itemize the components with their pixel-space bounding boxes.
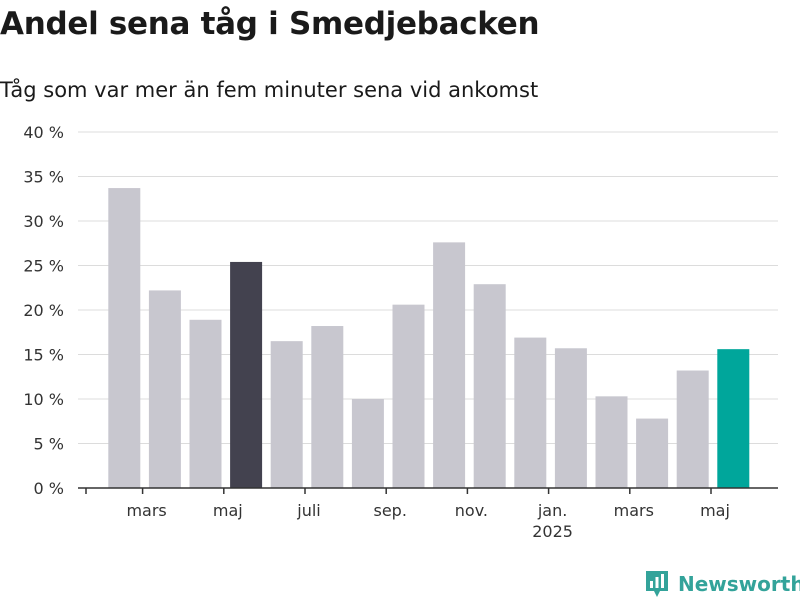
bar-chart: 0 % 5 % 10 % 15 % 20 % 25 % 30 % 35 % 40 % mars ma…: [23, 123, 778, 541]
bar: [595, 396, 628, 488]
x-tick-label: mars: [614, 501, 654, 520]
brand-logo: Newsworthy: [644, 568, 800, 600]
x-tick-label: sep.: [373, 501, 406, 520]
x-tick-label: juli: [296, 501, 320, 520]
y-tick-label: 20 %: [23, 301, 64, 320]
bar: [108, 188, 141, 488]
bar: [433, 242, 466, 488]
y-tick-label: 25 %: [23, 257, 64, 276]
y-tick-label: 40 %: [23, 123, 64, 142]
bar: [311, 326, 344, 488]
bar: [717, 349, 750, 488]
x-tick-label: mars: [126, 501, 166, 520]
x-tick-label: maj: [700, 501, 730, 520]
x-tick-label: jan.: [537, 501, 567, 520]
x-tick-label: maj: [213, 501, 243, 520]
chart-title: Andel sena tåg i Smedjebacken: [0, 6, 540, 42]
bar: [148, 290, 181, 488]
bar: [189, 319, 222, 488]
bar: [351, 399, 384, 488]
bar: [392, 304, 425, 488]
bar: [676, 370, 709, 488]
bar: [514, 337, 547, 488]
bar: [554, 348, 587, 488]
y-tick-label: 35 %: [23, 168, 64, 187]
y-tick-label: 5 %: [34, 435, 64, 454]
bar-chart-logo-icon: [646, 571, 668, 597]
bar: [636, 418, 669, 488]
chart-subtitle: Tåg som var mer än fem minuter sena vid …: [0, 78, 539, 102]
brand-name: Newsworthy: [678, 572, 800, 596]
x-tick-label: nov.: [455, 501, 488, 520]
y-tick-label: 15 %: [23, 346, 64, 365]
y-tick-label: 10 %: [23, 390, 64, 409]
bar: [270, 341, 303, 488]
y-tick-label: 30 %: [23, 212, 64, 231]
bar: [230, 261, 263, 488]
bar: [473, 284, 506, 488]
y-tick-label: 0 %: [34, 479, 64, 498]
x-tick-year-label: 2025: [532, 522, 573, 541]
